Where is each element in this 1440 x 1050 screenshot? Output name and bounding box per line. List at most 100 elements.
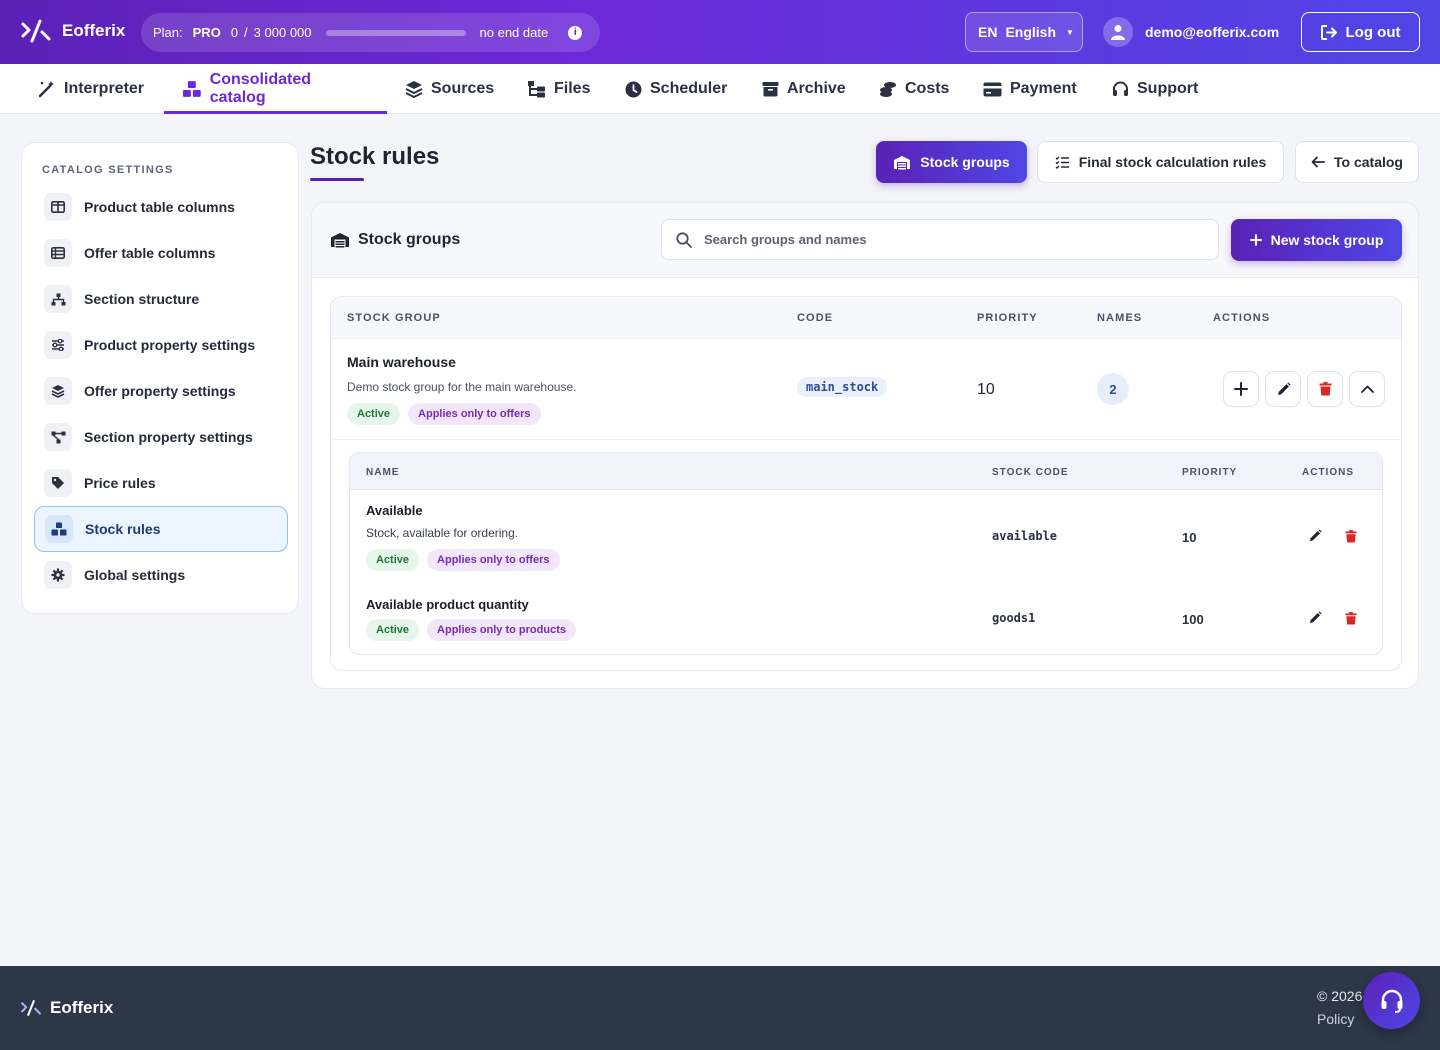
sidebar-item-offer-property-settings[interactable]: Offer property settings [34,368,288,414]
stock-name-badges: Active Applies only to products [366,619,576,641]
column-header-code: CODE [797,312,834,324]
sidebar-item-section-structure[interactable]: Section structure [34,276,288,322]
delete-name-button[interactable] [1341,526,1361,546]
sidebar-item-section-property-settings[interactable]: Section property settings [34,414,288,460]
scope-badge: Applies only to products [427,619,576,641]
credit-card-icon [983,82,1002,96]
nav-label: Sources [431,80,495,97]
headset-icon [1381,989,1402,1013]
user-menu[interactable]: demo@eofferix.com [1103,17,1279,47]
brand-logo[interactable]: Eofferix [20,18,125,44]
info-icon[interactable]: i [568,25,583,40]
pencil-icon [1309,529,1322,542]
group-priority: 10 [977,381,995,398]
plan-name: PRO [192,25,221,40]
collapse-group-button[interactable] [1349,371,1385,407]
add-name-button[interactable] [1223,371,1259,407]
plan-label: Plan: [153,25,183,40]
footer-copyright: © 2026 [1317,988,1363,1004]
usage-progress-bar [325,29,466,36]
plus-icon [1249,234,1262,246]
table-list-icon [44,239,72,267]
sidebar-item-product-property-settings[interactable]: Product property settings [34,322,288,368]
column-header-actions: ACTIONS [1213,312,1271,324]
edit-name-button[interactable] [1305,608,1325,628]
clock-icon [625,81,642,97]
usage-total: 3 000 000 [253,25,312,40]
support-chat-button[interactable] [1363,972,1420,1029]
nav-consolidated-catalog[interactable]: Consolidated catalog [164,64,387,114]
nav-label: Files [554,80,591,97]
sidebar-item-price-rules[interactable]: Price rules [34,460,288,506]
nav-payment[interactable]: Payment [983,64,1077,114]
sidebar-title: CATALOG SETTINGS [42,164,174,176]
edit-name-button[interactable] [1305,526,1325,546]
stock-name-badges: Active Applies only to offers [366,549,560,571]
plus-icon [1234,382,1248,396]
nav-files[interactable]: Files [527,64,590,114]
sliders-icon [44,331,72,359]
nav-label: Support [1137,80,1199,97]
sidebar-item-offer-table-columns[interactable]: Offer table columns [34,230,288,276]
column-header-names: NAMES [1097,312,1143,324]
group-name: Main warehouse [347,354,456,370]
language-selector[interactable]: EN English ▼ [965,12,1083,52]
nav-label: Interpreter [64,80,145,97]
footer-brand[interactable]: Eofferix [20,998,113,1018]
active-tab-indicator [164,111,387,114]
status-badge: Active [366,619,420,641]
diagram-icon [44,423,72,451]
stock-priority: 100 [1182,612,1204,627]
sidebar-item-label: Offer property settings [84,383,236,399]
list-check-icon [1055,156,1069,169]
pencil-icon [1309,611,1322,624]
sidebar-item-label: Global settings [84,567,186,583]
nav-interpreter[interactable]: Interpreter [38,64,144,114]
nav-scheduler[interactable]: Scheduler [625,64,727,114]
usage-used: 0 [230,25,239,40]
status-badge: Active [347,403,401,425]
table-row[interactable]: Main warehouse Demo stock group for the … [331,339,1401,440]
edit-group-button[interactable] [1265,371,1301,407]
nav-support[interactable]: Support [1112,64,1198,114]
nav-costs[interactable]: Costs [879,64,949,114]
user-icon [1111,25,1125,40]
coins-icon [880,81,896,97]
new-stock-group-button[interactable]: New stock group [1231,219,1402,261]
nav-sources[interactable]: Sources [405,64,494,114]
footer-policy-link[interactable]: Policy [1317,1011,1355,1027]
sidebar-item-label: Offer table columns [84,245,216,261]
title-underline [310,178,364,181]
search-input[interactable] [704,232,1184,247]
usage-separator: / [244,25,248,40]
group-description: Demo stock group for the main warehouse. [347,380,577,394]
table-header: STOCK GROUP CODE PRIORITY NAMES ACTIONS [331,297,1401,339]
sidebar-item-global-settings[interactable]: Global settings [34,552,288,598]
sidebar-item-label: Stock rules [85,521,161,537]
sidebar-item-stock-rules[interactable]: Stock rules [34,506,288,552]
stock-groups-button[interactable]: Stock groups [876,141,1027,183]
delete-name-button[interactable] [1341,608,1361,628]
nav-label: Payment [1010,80,1077,97]
nav-archive[interactable]: Archive [762,64,846,114]
stock-name-description: Stock, available for ordering. [366,526,519,540]
avatar [1103,17,1133,47]
stock-names-table: NAME STOCK CODE PRIORITY ACTIONS Availab… [349,452,1383,655]
column-header-stock-group: STOCK GROUP [347,312,441,324]
sidebar-item-product-table-columns[interactable]: Product table columns [34,184,288,230]
trash-icon [1319,382,1331,396]
main-nav: Interpreter Consolidated catalog Sources… [0,64,1440,114]
sidebar-item-label: Price rules [84,475,156,491]
to-catalog-button[interactable]: To catalog [1295,141,1419,183]
logout-label: Log out [1345,23,1401,41]
final-stock-rules-button[interactable]: Final stock calculation rules [1037,141,1284,183]
group-code: main_stock [797,377,888,397]
column-header-stock-code: STOCK CODE [992,467,1069,478]
delete-group-button[interactable] [1307,371,1343,407]
sidebar-item-label: Section structure [84,291,200,307]
logout-button[interactable]: Log out [1301,12,1420,52]
stock-code: available [992,529,1058,543]
archive-icon [762,82,779,97]
sidebar-item-label: Product table columns [84,199,235,215]
logo-icon [21,19,51,43]
